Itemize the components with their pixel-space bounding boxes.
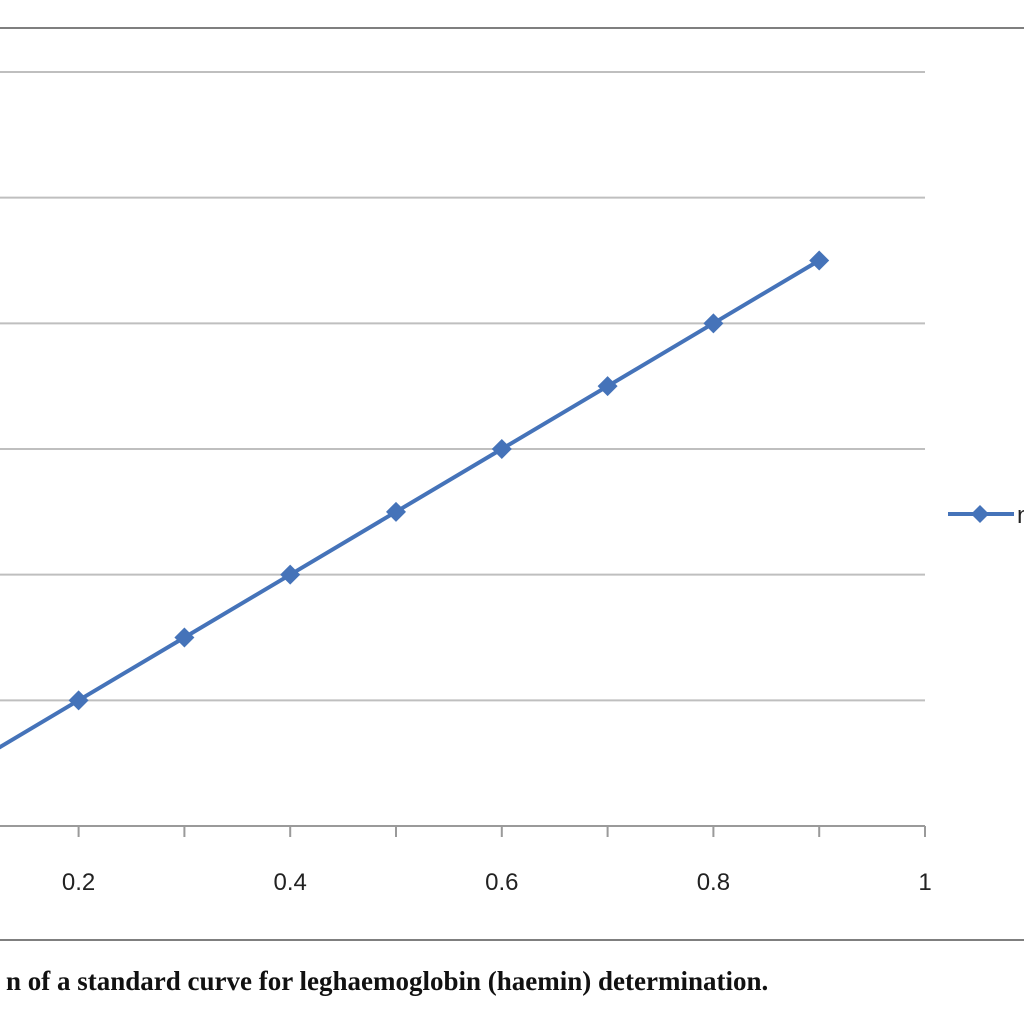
data-point-0-8 xyxy=(809,250,830,271)
data-point-0-7 xyxy=(703,313,724,334)
figure-caption: n of a standard curve for leghaemoglobin… xyxy=(0,966,1024,1006)
data-point-0-6 xyxy=(597,376,618,397)
data-point-0-3 xyxy=(280,564,301,585)
axis-layer: 0.2 0.4 0.6 0.8 1 xyxy=(0,825,932,896)
legend-entry-label: n xyxy=(1017,502,1024,529)
legend-diamond-icon xyxy=(971,505,989,523)
data-point-0-5 xyxy=(491,439,512,459)
x-tick-label-4: 1 xyxy=(918,869,931,896)
series-line-0 xyxy=(0,258,821,750)
x-tick-label-3: 0.8 xyxy=(697,869,730,896)
data-point-0-1 xyxy=(68,690,89,711)
data-point-0-4 xyxy=(386,501,406,522)
x-tick-label-2: 0.6 xyxy=(485,869,518,896)
figure-caption-text: n of a standard curve for leghaemoglobin… xyxy=(6,966,769,996)
grid-layer xyxy=(0,71,925,827)
x-tick-label-0: 0.2 xyxy=(62,869,95,896)
series-layer xyxy=(0,250,830,750)
legend: n xyxy=(948,502,1024,529)
data-point-0-2 xyxy=(174,627,195,648)
x-tick-label-1: 0.4 xyxy=(274,869,307,896)
